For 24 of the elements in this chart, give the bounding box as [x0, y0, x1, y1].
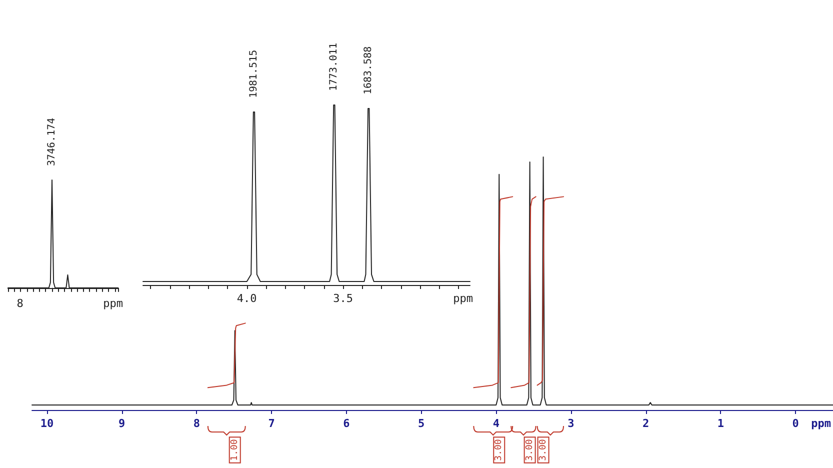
- x-tick-label: 3: [568, 417, 574, 430]
- x-tick-label: 0: [792, 417, 799, 430]
- text: 1.00: [230, 439, 240, 461]
- x-axis-title: ppm: [103, 297, 124, 310]
- annotation: 1981.515: [248, 50, 260, 98]
- x-tick-label: 1: [717, 417, 724, 430]
- x-tick-label: 3.5: [333, 292, 353, 305]
- x-tick-label: 4.0: [236, 292, 257, 305]
- x-tick-label: 7: [268, 417, 275, 430]
- text: 3.00: [538, 439, 548, 461]
- x-axis-title: ppm: [453, 292, 474, 305]
- x-tick-label: 9: [118, 417, 126, 430]
- x-tick-label: 2: [642, 417, 650, 430]
- text: 3.00: [524, 439, 535, 461]
- annotation: 1683.588: [363, 46, 374, 95]
- x-tick-label: 8: [193, 417, 200, 430]
- x-axis-title: ppm: [811, 417, 832, 430]
- text: 3.00: [494, 439, 504, 461]
- x-tick-label: 10: [40, 417, 54, 430]
- annotation: 3746.174: [46, 118, 58, 166]
- x-tick-label: 6: [343, 417, 350, 430]
- x-tick-label: 4: [492, 417, 500, 430]
- annotation: 1773.011: [328, 42, 340, 91]
- x-tick-label: 5: [418, 417, 425, 430]
